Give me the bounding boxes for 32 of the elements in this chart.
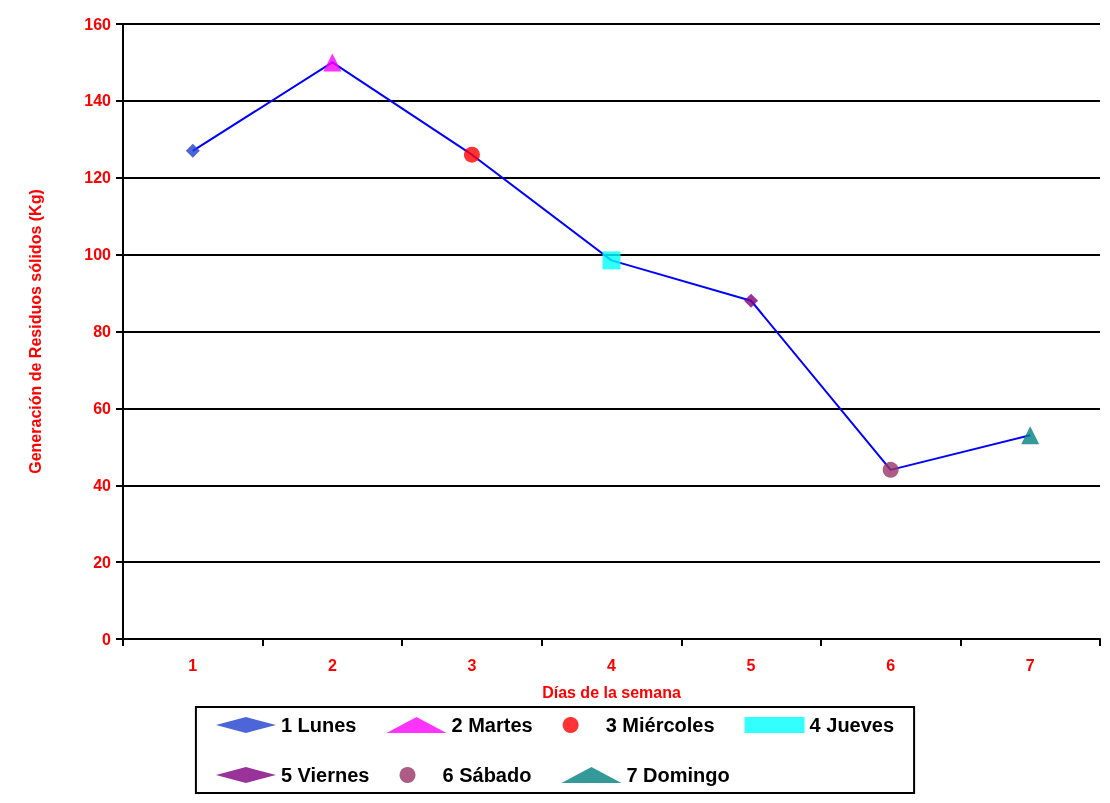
y-tick-label: 100 xyxy=(84,246,112,264)
x-tick-label: 4 xyxy=(607,656,617,674)
point xyxy=(882,461,899,478)
legend-label: 6 Sábado xyxy=(442,764,532,786)
point xyxy=(185,143,200,158)
point xyxy=(744,293,759,308)
y-tick-label: 40 xyxy=(93,476,112,494)
x-axis-title: Días de la semana xyxy=(542,683,681,701)
point xyxy=(323,53,342,72)
legend-label: 2 Martes xyxy=(451,714,533,736)
y-tick-label: 120 xyxy=(84,169,112,187)
y-tick-label: 80 xyxy=(93,323,112,340)
y-tick-label: 0 xyxy=(102,630,112,648)
point xyxy=(602,251,621,270)
y-tick-label: 160 xyxy=(84,15,112,33)
x-tick-label: 1 xyxy=(188,656,198,674)
x-tick-label: 2 xyxy=(327,656,337,674)
x-tick-label: 5 xyxy=(746,656,756,674)
legend-label: 4 Jueves xyxy=(809,714,895,736)
legend-label: 1 Lunes xyxy=(280,714,357,736)
x-tick-label: 6 xyxy=(886,656,896,674)
legend-label: 3 Miércoles xyxy=(605,714,715,736)
y-tick-label: 20 xyxy=(93,553,112,571)
point xyxy=(463,146,480,163)
legend-label: 5 Viernes xyxy=(280,764,370,786)
x-tick-label: 7 xyxy=(1025,656,1035,674)
y-axis-title: Generación de Residuos sólidos (Kg) xyxy=(26,189,44,474)
legend-label: 7 Domingo xyxy=(626,764,730,786)
x-tick-label: 3 xyxy=(467,656,477,674)
y-tick-label: 140 xyxy=(84,92,112,110)
point xyxy=(1021,426,1040,445)
y-tick-label: 60 xyxy=(93,399,112,417)
